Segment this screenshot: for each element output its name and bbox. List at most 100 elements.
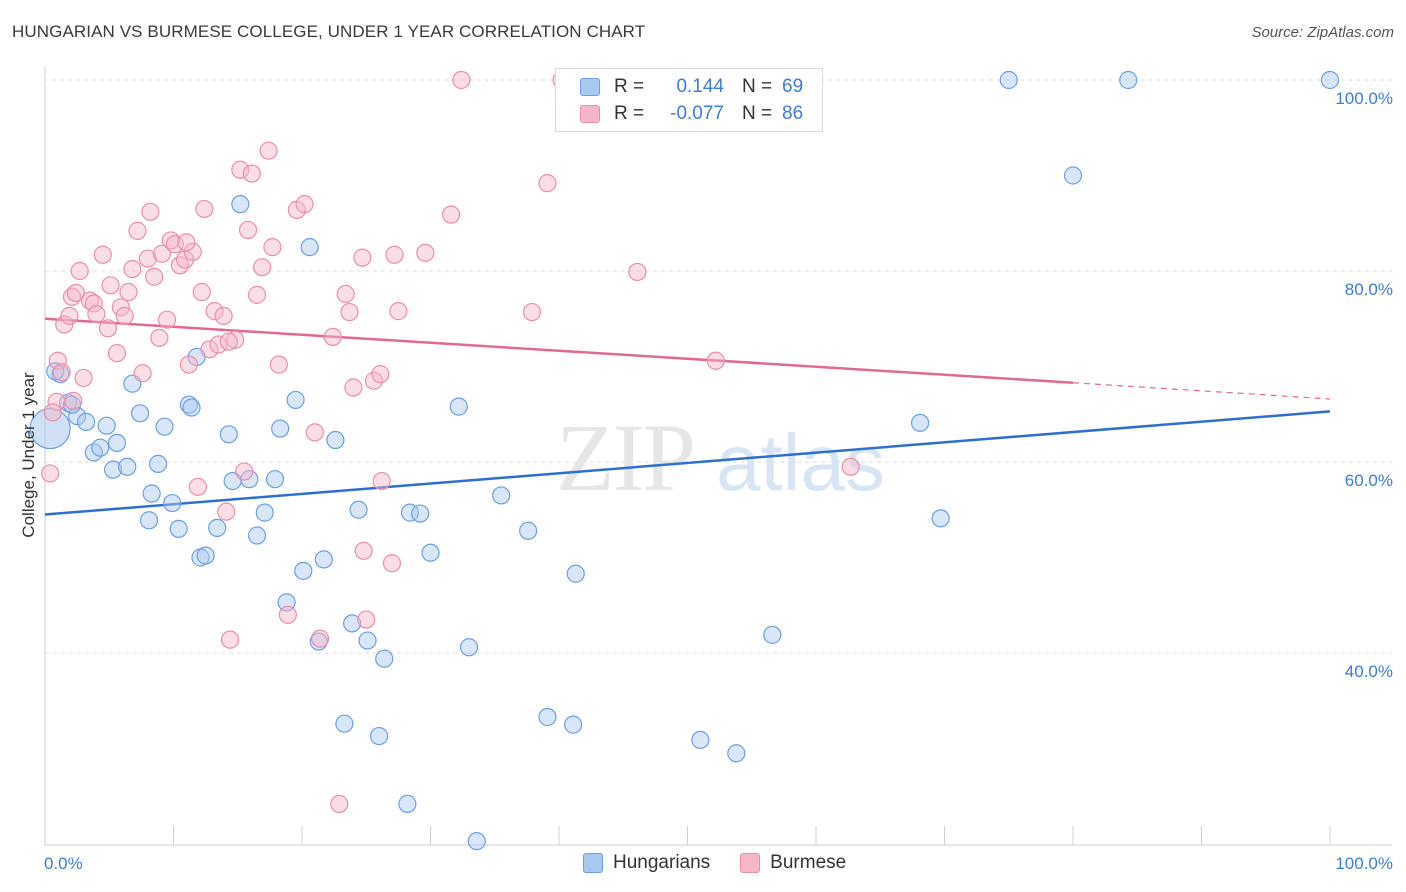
hungarians-point-17 xyxy=(163,493,182,513)
n-label: N = xyxy=(742,103,773,124)
hungarians-point-3 xyxy=(68,407,87,426)
y-tick-label-100: 100.0% xyxy=(1335,89,1393,108)
hungarians-point-14 xyxy=(142,484,161,503)
burmese-point-44 xyxy=(226,330,245,349)
hungarians-point-50 xyxy=(449,397,468,416)
hungarians-point-18 xyxy=(169,519,188,538)
burmese-point-19 xyxy=(119,282,138,302)
y-tick-label-60: 60.0% xyxy=(1345,471,1393,490)
burmese-point-4 xyxy=(55,315,74,334)
hungarians-trend-line xyxy=(44,410,1331,516)
burmese-point-52 xyxy=(263,238,282,257)
burmese-point-36 xyxy=(192,282,211,302)
burmese-point-61 xyxy=(336,284,355,304)
hungarians-point-42 xyxy=(349,500,368,519)
legend-swatch-hungarians xyxy=(580,78,600,96)
hungarians-point-53 xyxy=(492,486,511,505)
hungarians-point-58 xyxy=(691,730,710,750)
hungarians-point-23 xyxy=(196,546,215,565)
burmese-point-46 xyxy=(235,462,254,481)
hungarians-point-4 xyxy=(77,412,96,431)
burmese-point-73 xyxy=(416,243,435,262)
hungarians-point-30 xyxy=(255,503,274,522)
hungarians-point-40 xyxy=(335,714,354,733)
hungarians-point-63 xyxy=(999,70,1018,90)
burmese-point-42 xyxy=(217,502,236,521)
hungarians-point-54 xyxy=(519,521,538,540)
hungarians-point-12 xyxy=(130,404,150,423)
burmese-point-30 xyxy=(165,235,184,254)
burmese-point-16 xyxy=(107,344,127,363)
burmese-point-38 xyxy=(200,340,219,359)
burmese-point-15 xyxy=(101,276,120,295)
series-legend: Hungarians Burmese xyxy=(583,852,876,874)
burmese-point-0 xyxy=(41,464,60,483)
hungarians-point-56 xyxy=(564,715,583,734)
burmese-point-26 xyxy=(150,328,169,347)
hungarians-point-7 xyxy=(97,416,116,435)
tick-labels: 40.0% 60.0% 80.0% 100.0% 0.0% 100.0% xyxy=(44,89,1393,873)
burmese-point-40 xyxy=(209,335,228,354)
hungarians-point-19 xyxy=(179,395,199,414)
burmese-point-25 xyxy=(145,267,164,286)
legend-row-burmese: R = -0.077 N = 86 xyxy=(580,102,803,126)
burmese-point-68 xyxy=(371,365,390,384)
burmese-point-81 xyxy=(841,457,860,476)
legend-label-hungarians: Hungarians xyxy=(613,852,711,873)
watermark: ZIP atlas xyxy=(556,404,885,511)
hungarians-point-48 xyxy=(411,504,430,523)
hungarians-point-27 xyxy=(231,195,250,214)
hungarians-point-61 xyxy=(910,413,930,432)
hungarians-point-35 xyxy=(294,561,313,580)
n-value: 69 xyxy=(782,76,804,97)
hungarians-point-66 xyxy=(1320,70,1340,90)
hungarians-point-46 xyxy=(398,794,417,813)
x-tick-label-100: 100.0% xyxy=(1335,854,1393,873)
burmese-point-43 xyxy=(220,630,240,649)
y-tick-label-40: 40.0% xyxy=(1345,662,1393,681)
hungarians-point-38 xyxy=(314,550,333,569)
burmese-point-70 xyxy=(382,554,402,573)
burmese-point-41 xyxy=(214,306,233,325)
burmese-point-20 xyxy=(123,259,142,279)
y-tick-label-80: 80.0% xyxy=(1345,280,1393,299)
hungarians-point-24 xyxy=(208,518,227,537)
burmese-point-62 xyxy=(340,302,359,322)
burmese-point-33 xyxy=(179,355,199,374)
burmese-point-39 xyxy=(205,302,224,321)
watermark-zip: ZIP xyxy=(556,404,694,511)
data-points xyxy=(29,70,1340,851)
y-axis-label: College, Under 1 year xyxy=(19,372,38,538)
hungarians-point-65 xyxy=(1119,70,1138,90)
burmese-point-27 xyxy=(152,244,172,263)
hungarians-point-31 xyxy=(265,470,285,489)
axes xyxy=(44,67,1392,846)
burmese-point-60 xyxy=(330,794,349,813)
burmese-point-31 xyxy=(170,256,190,275)
hungarians-point-57 xyxy=(566,564,585,583)
burmese-point-71 xyxy=(385,245,404,264)
burmese-point-14 xyxy=(98,319,118,338)
burmese-point-63 xyxy=(344,378,363,397)
burmese-point-80 xyxy=(706,351,725,370)
hungarians-point-39 xyxy=(326,430,345,450)
legend-swatch-burmese xyxy=(580,105,600,123)
burmese-point-83 xyxy=(64,391,83,410)
burmese-point-54 xyxy=(278,605,297,624)
burmese-point-13 xyxy=(93,245,112,264)
burmese-point-2 xyxy=(48,351,67,370)
burmese-trend-extension xyxy=(1072,382,1331,400)
hungarians-point-49 xyxy=(421,543,440,562)
hungarians-point-10 xyxy=(118,457,137,476)
hungarians-point-64 xyxy=(1063,166,1083,185)
legend-label-burmese: Burmese xyxy=(770,852,847,873)
hungarians-point-55 xyxy=(538,707,557,727)
burmese-point-17 xyxy=(111,298,130,317)
burmese-point-7 xyxy=(66,283,85,303)
burmese-point-23 xyxy=(138,249,157,268)
trend-lines xyxy=(44,317,1331,516)
source-label: Source: ZipAtlas.com xyxy=(1251,24,1394,41)
burmese-point-53 xyxy=(269,355,288,374)
burmese-point-69 xyxy=(372,472,391,491)
n-label: N = xyxy=(742,76,773,97)
